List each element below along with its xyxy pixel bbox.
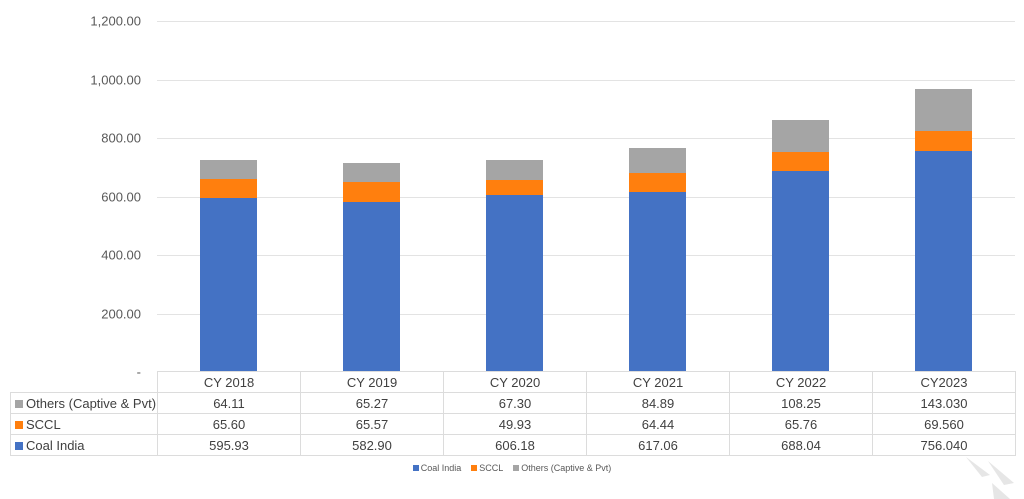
y-axis-tick-label: 600.00 bbox=[101, 189, 141, 205]
table-row: Others (Captive & Pvt) 64.11 65.27 67.30 84.… bbox=[10, 392, 1016, 414]
legend-item: SCCL bbox=[471, 463, 503, 473]
table-cell: 582.90 bbox=[300, 434, 444, 456]
bar-segment-sccl bbox=[915, 130, 972, 151]
legend-label: Others (Captive & Pvt) bbox=[521, 463, 612, 473]
table-column-header: CY 2018 bbox=[157, 371, 301, 393]
bar-segment-others bbox=[629, 147, 686, 173]
table-cell: 595.93 bbox=[157, 434, 301, 456]
legend-item: Others (Captive & Pvt) bbox=[513, 463, 611, 473]
gridline bbox=[157, 138, 1015, 139]
bar-segment-others bbox=[343, 163, 400, 183]
table-cell: 108.25 bbox=[729, 392, 873, 414]
table-column-header: CY 2019 bbox=[300, 371, 444, 393]
bar-cy-2021 bbox=[629, 147, 686, 372]
table-row-label: Others (Captive & Pvt) bbox=[10, 392, 158, 414]
bar-segment-sccl bbox=[200, 178, 257, 198]
gridline bbox=[157, 21, 1015, 22]
bar-segment-sccl bbox=[629, 172, 686, 192]
gridline bbox=[157, 80, 1015, 81]
legend-label: SCCL bbox=[479, 463, 504, 473]
table-cell: 65.57 bbox=[300, 413, 444, 435]
bar-segment-coal bbox=[772, 170, 829, 372]
y-axis-tick-label: 1,000.00 bbox=[90, 72, 141, 88]
bar-segment-others bbox=[200, 159, 257, 179]
table-cell: 688.04 bbox=[729, 434, 873, 456]
bar-cy-2018 bbox=[200, 159, 257, 372]
y-axis-tick-label: 200.00 bbox=[101, 306, 141, 322]
table-cell: 606.18 bbox=[443, 434, 587, 456]
table-cell: 617.06 bbox=[586, 434, 730, 456]
y-axis-tick-label: 1,200.00 bbox=[90, 13, 141, 29]
table-cell: 64.44 bbox=[586, 413, 730, 435]
table-row: SCCL 65.60 65.57 49.93 64.44 65.76 69.560 bbox=[10, 413, 1016, 435]
bar-cy-2019 bbox=[343, 163, 400, 372]
legend-swatch-icon bbox=[513, 465, 520, 471]
table-column-header: CY 2021 bbox=[586, 371, 730, 393]
bar-cy-2022 bbox=[772, 119, 829, 372]
legend-swatch-icon bbox=[471, 465, 478, 471]
bar-segment-coal bbox=[629, 191, 686, 372]
legend-label: Coal India bbox=[420, 463, 462, 473]
legend-key-icon bbox=[15, 441, 23, 450]
bar-segment-others bbox=[772, 119, 829, 152]
table-cell: 69.560 bbox=[872, 413, 1016, 435]
series-name: SCCL bbox=[26, 416, 61, 432]
bar-cy-2020 bbox=[486, 160, 543, 372]
y-axis-tick-label: 800.00 bbox=[101, 130, 141, 146]
bar-segment-sccl bbox=[486, 180, 543, 195]
table-cell: 67.30 bbox=[443, 392, 587, 414]
table-cell: 65.76 bbox=[729, 413, 873, 435]
table-cell: 65.27 bbox=[300, 392, 444, 414]
table-cell: 64.11 bbox=[157, 392, 301, 414]
legend-item: Coal India bbox=[412, 463, 462, 473]
bar-segment-coal bbox=[343, 201, 400, 372]
bar-segment-coal bbox=[200, 197, 257, 372]
table-cell: 143.030 bbox=[872, 392, 1016, 414]
table-cell: 49.93 bbox=[443, 413, 587, 435]
bar-segment-sccl bbox=[343, 182, 400, 202]
gridline bbox=[157, 255, 1015, 256]
legend-key-icon bbox=[15, 420, 23, 429]
y-axis-tick-label: 400.00 bbox=[101, 247, 141, 263]
series-name: Others (Captive & Pvt) bbox=[26, 395, 157, 411]
table-cell: 84.89 bbox=[586, 392, 730, 414]
gridline bbox=[157, 314, 1015, 315]
bar-segment-sccl bbox=[772, 151, 829, 171]
table-cell: 756.040 bbox=[872, 434, 1016, 456]
bar-segment-coal bbox=[486, 194, 543, 372]
watermark-logo-icon bbox=[966, 457, 1014, 499]
chart-legend: Coal India SCCL Others (Captive & Pvt) bbox=[0, 463, 1024, 473]
table-row-label: SCCL bbox=[10, 413, 158, 435]
table-column-header: CY 2022 bbox=[729, 371, 873, 393]
gridline bbox=[157, 197, 1015, 198]
data-table: CY 2018 CY 2019 CY 2020 CY 2021 CY 2022 CY202… bbox=[10, 371, 1016, 456]
table-row-label: Coal India bbox=[10, 434, 158, 456]
table-column-header: CY2023 bbox=[872, 371, 1016, 393]
bar-cy2023 bbox=[915, 88, 972, 372]
table-cell: 65.60 bbox=[157, 413, 301, 435]
bar-segment-others bbox=[915, 88, 972, 131]
legend-swatch-icon bbox=[412, 465, 419, 471]
bar-segment-others bbox=[486, 160, 543, 181]
legend-key-icon bbox=[15, 399, 23, 408]
table-column-header: CY 2020 bbox=[443, 371, 587, 393]
table-row: Coal India 595.93 582.90 606.18 617.06 688.04… bbox=[10, 434, 1016, 456]
bar-segment-coal bbox=[915, 150, 972, 372]
table-corner bbox=[10, 371, 158, 393]
series-name: Coal India bbox=[26, 437, 85, 453]
